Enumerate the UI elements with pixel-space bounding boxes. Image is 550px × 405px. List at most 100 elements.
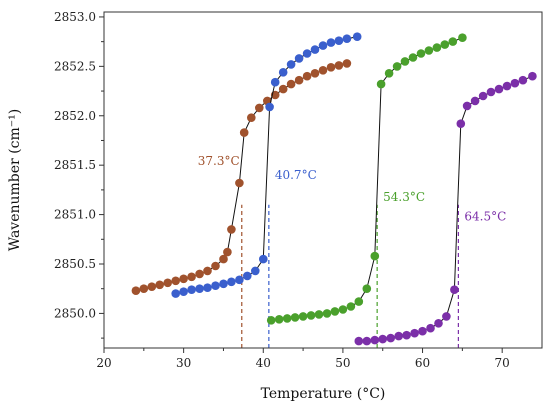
data-point: [410, 328, 419, 338]
data-point: [274, 315, 284, 324]
y-axis: 2850.0 2850.5 2851.0 2851.5 2852.0 2852.5 2853…: [54, 10, 104, 339]
data-point: [203, 283, 212, 293]
transition-label: 37.3°C: [198, 154, 240, 168]
data-point: [282, 314, 292, 323]
data-point: [354, 297, 364, 306]
data-point: [362, 336, 372, 346]
data-point: [211, 261, 220, 271]
data-point: [211, 281, 220, 291]
data-point: [494, 84, 504, 94]
data-point: [424, 46, 434, 55]
data-point: [265, 102, 274, 112]
data-point: [458, 33, 467, 42]
data-point: [462, 101, 472, 111]
data-point: [408, 53, 418, 62]
data-point: [326, 38, 336, 47]
data-point: [510, 78, 520, 88]
data-point: [426, 323, 435, 333]
data-point: [243, 271, 252, 281]
data-point: [239, 128, 249, 137]
y-tick-label: 2851.5: [54, 158, 96, 172]
data-point: [386, 333, 396, 343]
data-point: [314, 310, 324, 319]
data-point: [163, 278, 172, 288]
data-point: [342, 59, 352, 68]
series-line: [358, 75, 533, 342]
data-point: [400, 57, 410, 66]
y-tick-label: 2853.0: [54, 10, 96, 24]
data-point: [434, 319, 443, 328]
data-point: [235, 178, 244, 188]
data-point: [394, 331, 404, 341]
data-point: [318, 41, 328, 50]
data-point: [478, 91, 488, 101]
x-tick-label: 50: [335, 356, 350, 370]
data-point: [306, 311, 316, 320]
data-point: [270, 77, 280, 87]
data-point: [302, 71, 312, 81]
data-point: [376, 79, 386, 89]
series-2: 40.7°C: [171, 32, 362, 348]
data-point: [342, 34, 352, 43]
data-point: [370, 251, 380, 261]
plot-area: 37.3°C 40.7°C 54.3°C 64.5°C: [131, 32, 537, 348]
data-point: [352, 32, 362, 41]
data-point: [470, 96, 480, 106]
data-point: [298, 312, 308, 321]
transition-label: 54.3°C: [383, 190, 425, 204]
data-point: [334, 61, 344, 70]
data-point: [278, 84, 288, 94]
data-point: [318, 66, 328, 75]
data-point: [294, 75, 304, 85]
data-point: [227, 225, 236, 234]
data-point: [354, 336, 364, 346]
data-point: [456, 119, 466, 128]
data-point: [302, 49, 312, 58]
transition-label: 64.5°C: [464, 210, 506, 224]
data-point: [450, 285, 459, 295]
data-point: [310, 45, 320, 54]
data-point: [171, 289, 180, 298]
series-3: 54.3°C: [266, 33, 467, 348]
data-point: [384, 69, 394, 78]
data-point: [247, 113, 256, 122]
y-tick-label: 2850.5: [54, 257, 96, 271]
data-point: [330, 307, 340, 316]
x-axis-title: Temperature (°C): [261, 386, 386, 402]
y-tick-label: 2851.0: [54, 208, 96, 222]
data-point: [259, 254, 268, 264]
y-axis-title: Wavenumber (cm⁻¹): [7, 109, 23, 251]
data-point: [266, 316, 276, 325]
data-point: [378, 334, 388, 344]
data-point: [442, 312, 451, 321]
data-point: [326, 63, 336, 72]
data-point: [486, 87, 496, 97]
data-point: [334, 36, 344, 45]
data-point: [290, 313, 300, 322]
data-point: [227, 277, 236, 287]
data-point: [139, 284, 149, 294]
series-4: 64.5°C: [354, 71, 537, 348]
data-point: [418, 326, 427, 336]
data-point: [370, 335, 380, 345]
transition-label: 40.7°C: [275, 168, 317, 182]
x-axis: 20 30 40 50 60 70: [96, 348, 510, 370]
data-point: [416, 49, 426, 58]
data-point: [147, 282, 157, 292]
data-point: [223, 247, 232, 257]
data-point: [518, 75, 528, 85]
data-point: [203, 266, 212, 276]
plot-frame: [103, 11, 543, 349]
x-tick-label: 20: [96, 356, 111, 370]
x-tick-label: 60: [415, 356, 430, 370]
data-point: [392, 62, 402, 71]
data-point: [440, 40, 450, 49]
y-tick-label: 2852.0: [54, 109, 96, 123]
data-point: [179, 274, 188, 284]
data-point: [310, 69, 320, 78]
x-tick-label: 30: [176, 356, 191, 370]
data-point: [346, 302, 356, 311]
data-point: [294, 54, 304, 63]
y-tick-label: 2850.0: [54, 306, 96, 320]
data-point: [432, 43, 442, 52]
